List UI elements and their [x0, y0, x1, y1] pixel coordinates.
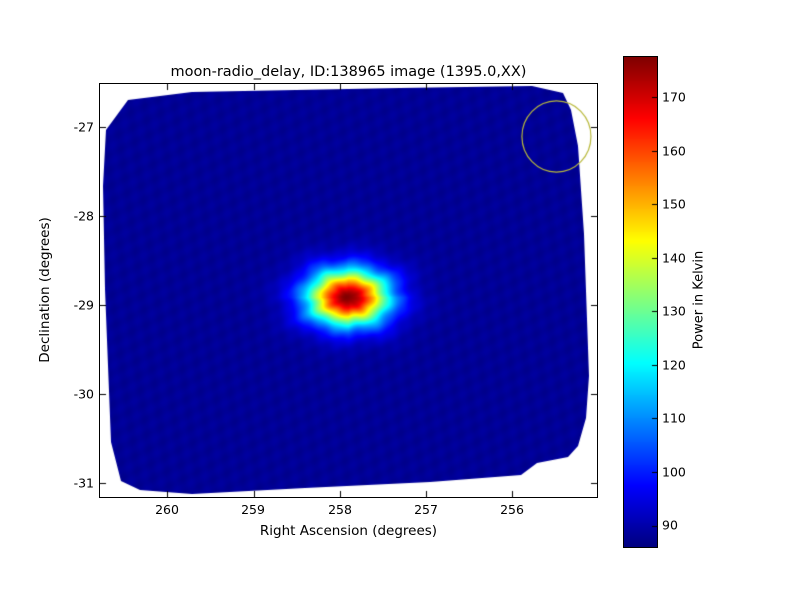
y-tick-label: -31	[73, 475, 94, 491]
plot-area	[99, 83, 598, 498]
y-tick-label: -29	[73, 297, 94, 313]
heatmap-canvas	[100, 84, 597, 497]
colorbar-label: Power in Kelvin	[691, 250, 707, 350]
y-tick-label: -30	[73, 386, 94, 402]
x-tick-label: 258	[328, 502, 352, 517]
colorbar-tick-label: 130	[662, 303, 686, 319]
colorbar-tick-label: 110	[662, 410, 686, 426]
y-axis-label: Declination (degrees)	[37, 217, 53, 363]
x-tick-label: 257	[414, 502, 438, 517]
colorbar-tick-label: 150	[662, 196, 686, 212]
x-tick-label: 260	[155, 502, 179, 517]
colorbar-canvas	[624, 57, 657, 547]
colorbar-tick-label: 160	[662, 143, 686, 159]
x-axis-label: Right Ascension (degrees)	[259, 523, 438, 539]
y-tick-label: -28	[73, 208, 94, 224]
colorbar-tick-label: 140	[662, 250, 686, 266]
colorbar-tick-label: 90	[662, 517, 678, 533]
colorbar-tick-label: 100	[662, 464, 686, 480]
colorbar	[623, 56, 658, 548]
colorbar-tick-label: 120	[662, 357, 686, 373]
plot-title: moon-radio_delay, ID:138965 image (1395.…	[170, 64, 527, 80]
x-tick-label: 259	[241, 502, 265, 517]
x-tick-label: 256	[500, 502, 524, 517]
colorbar-tick-label: 170	[662, 89, 686, 105]
y-tick-label: -27	[73, 119, 94, 135]
